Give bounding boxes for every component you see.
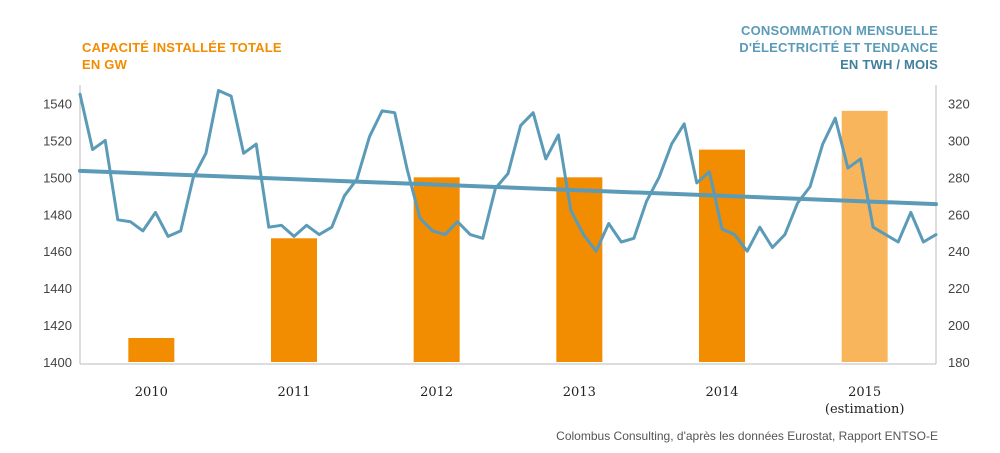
right-tick-label: 280 bbox=[948, 170, 970, 185]
bar-2014 bbox=[699, 149, 745, 362]
left-tick-label: 1540 bbox=[43, 96, 72, 111]
left-tick-label: 1420 bbox=[43, 318, 72, 333]
right-tick-label: 300 bbox=[948, 133, 970, 148]
left-tick-label: 1520 bbox=[43, 133, 72, 148]
x-tick-label: 2012 bbox=[420, 385, 453, 400]
x-tick-label: 2010 bbox=[135, 385, 168, 400]
right-axis-title-line-3: EN TWH / MOIS bbox=[840, 57, 938, 72]
bar-2010 bbox=[128, 337, 175, 362]
left-axis-title-line-2: EN GW bbox=[82, 57, 128, 72]
x-tick-label: 2013 bbox=[563, 385, 596, 400]
bar-2015 bbox=[841, 110, 888, 362]
left-tick-label: 1460 bbox=[43, 244, 72, 259]
right-axis-title-line-2: D'ÉLECTRICITÉ ET TENDANCE bbox=[739, 40, 938, 55]
bar-2013 bbox=[556, 177, 603, 362]
left-tick-label: 1480 bbox=[43, 207, 72, 222]
right-tick-label: 240 bbox=[948, 244, 970, 259]
right-axis-title-line-1: CONSOMMATION MENSUELLE bbox=[741, 23, 938, 38]
source-note: Colombus Consulting, d'après les données… bbox=[556, 429, 938, 443]
right-axis-title: CONSOMMATION MENSUELLE D'ÉLECTRICITÉ ET … bbox=[739, 22, 938, 73]
x-tick-label: 2015 bbox=[848, 385, 881, 400]
x-tick-sublabel: (estimation) bbox=[825, 402, 905, 417]
bar-2012 bbox=[413, 177, 460, 362]
right-tick-label: 260 bbox=[948, 207, 970, 222]
consumption-line bbox=[78, 89, 938, 253]
left-tick-label: 1500 bbox=[43, 170, 72, 185]
right-tick-label: 320 bbox=[948, 96, 970, 111]
left-axis-title-line-1: CAPACITÉ INSTALLÉE TOTALE bbox=[82, 40, 282, 55]
right-tick-label: 220 bbox=[948, 281, 970, 296]
trend-line bbox=[78, 168, 938, 207]
right-tick-label: 200 bbox=[948, 318, 970, 333]
left-tick-label: 1440 bbox=[43, 281, 72, 296]
left-axis-title: CAPACITÉ INSTALLÉE TOTALE EN GW bbox=[82, 39, 282, 73]
right-tick-label: 180 bbox=[948, 355, 970, 370]
x-tick-label: 2011 bbox=[277, 385, 310, 400]
bar-2011 bbox=[271, 238, 317, 362]
left-tick-label: 1400 bbox=[43, 355, 72, 370]
x-tick-label: 2014 bbox=[705, 385, 738, 400]
